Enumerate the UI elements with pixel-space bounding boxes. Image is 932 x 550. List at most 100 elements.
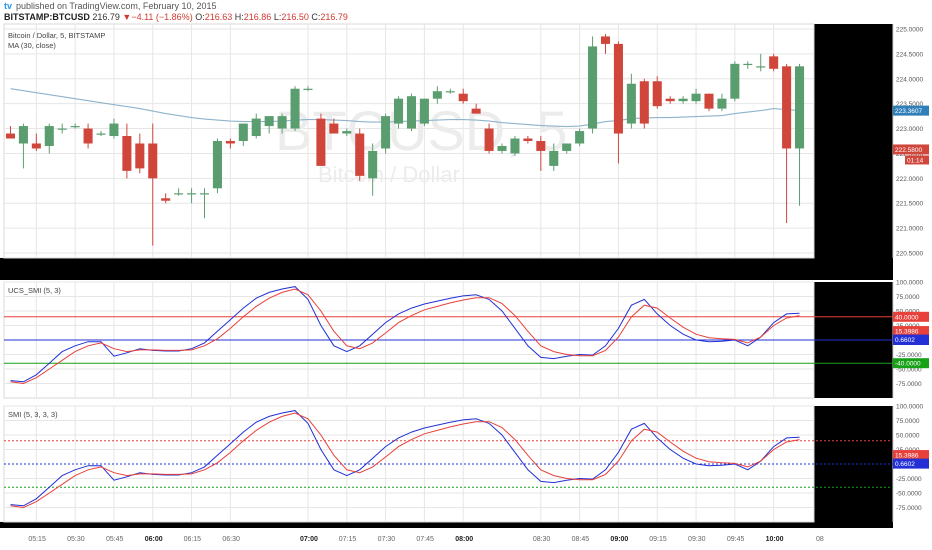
high-label: H: bbox=[234, 12, 244, 22]
change-arrow-icon: ▼ bbox=[122, 12, 132, 22]
candle-body bbox=[691, 93, 701, 102]
value-tag-bg bbox=[893, 450, 929, 461]
candle-body bbox=[730, 63, 740, 99]
open-value: 216.63 bbox=[204, 12, 233, 22]
x-tick-label: 08:30 bbox=[533, 536, 551, 543]
candle-body bbox=[212, 141, 222, 189]
candle-body bbox=[549, 150, 559, 166]
candle-body bbox=[613, 43, 623, 134]
value-tag: 15.3986 bbox=[895, 453, 919, 460]
y-tick-label: 100.0000 bbox=[896, 404, 923, 411]
candle-body bbox=[471, 108, 481, 114]
candle-body bbox=[290, 88, 300, 129]
candle-body bbox=[523, 138, 533, 141]
y-tick-label: 224.5000 bbox=[896, 51, 923, 58]
candle-body bbox=[199, 193, 210, 195]
candle-body bbox=[756, 66, 766, 68]
candle-body bbox=[769, 56, 779, 69]
y-tick-label: -50.0000 bbox=[896, 491, 922, 498]
x-tick-label: 06:15 bbox=[184, 536, 202, 543]
candle-body bbox=[96, 133, 106, 135]
value-tag-bg bbox=[893, 326, 929, 337]
y-tick-label: -50.0000 bbox=[896, 367, 922, 374]
y-tick-label: -75.0000 bbox=[896, 505, 922, 512]
candle-body bbox=[678, 98, 688, 102]
candle-body bbox=[406, 96, 416, 129]
candle-body bbox=[355, 133, 365, 176]
candle-body bbox=[277, 116, 287, 129]
value-tag: 0.6602 bbox=[895, 461, 915, 468]
x-tick-label: 09:15 bbox=[649, 536, 667, 543]
y-tick-label: 50.0000 bbox=[896, 433, 920, 440]
x-tick-label: 09:45 bbox=[727, 536, 745, 543]
x-tick-label: 09:00 bbox=[610, 536, 628, 543]
candle-body bbox=[161, 198, 171, 201]
x-tick-label: 06:00 bbox=[145, 536, 163, 543]
candle-body bbox=[652, 81, 662, 107]
ma-price-tag-bg bbox=[893, 105, 929, 116]
x-tick-label: 09:30 bbox=[688, 536, 706, 543]
candle-body bbox=[264, 116, 274, 127]
level-tag: -40.0000 bbox=[895, 361, 921, 368]
candle-body bbox=[31, 143, 41, 149]
level-tag: 40.0000 bbox=[895, 314, 919, 321]
candle-body bbox=[717, 98, 727, 109]
candle-body bbox=[795, 66, 805, 149]
candle-body bbox=[419, 98, 429, 124]
candle-body bbox=[342, 131, 352, 134]
y-tick-label: -25.0000 bbox=[896, 476, 922, 483]
candle-body bbox=[225, 141, 235, 144]
y-tick-label: 100.0000 bbox=[896, 280, 923, 287]
osc-series-red bbox=[10, 412, 800, 509]
osc-series-blue bbox=[10, 286, 800, 383]
y-tick-label: 75.0000 bbox=[896, 418, 920, 425]
candle-body bbox=[316, 118, 326, 166]
change-value: −4.11 (−1.86%) bbox=[131, 12, 193, 22]
candle-body bbox=[135, 143, 145, 169]
symbol-label: BITSTAMP:BTCUSD bbox=[4, 12, 90, 22]
x-tick-label: 07:45 bbox=[416, 536, 434, 543]
y-tick-label: 221.0000 bbox=[896, 226, 923, 233]
main-legend-title: Bitcoin / Dollar, 5, BITSTAMP bbox=[8, 31, 105, 40]
candle-body bbox=[57, 128, 67, 130]
candle-body bbox=[588, 46, 598, 129]
candle-body bbox=[484, 128, 494, 151]
tradingview-logo: tv bbox=[4, 1, 13, 11]
last-price-tag-bg bbox=[893, 144, 929, 155]
x-tick-label: 07:00 bbox=[300, 536, 318, 543]
chart-header: tv published on TradingView.com, February… bbox=[0, 0, 932, 24]
y-tick-label: 221.5000 bbox=[896, 201, 923, 208]
candle-body bbox=[109, 123, 119, 137]
candle-body bbox=[445, 91, 455, 93]
candle-body bbox=[329, 123, 339, 134]
candle-body bbox=[704, 93, 714, 109]
osc-series-blue bbox=[10, 410, 800, 507]
level-tag-bg bbox=[893, 358, 929, 369]
candle-body bbox=[303, 88, 313, 90]
high-value: 216.86 bbox=[243, 12, 272, 22]
candle-body bbox=[44, 126, 54, 146]
open-label: O: bbox=[195, 12, 205, 22]
candle-body bbox=[238, 123, 248, 141]
value-tag: 0.6602 bbox=[895, 337, 915, 344]
countdown-bg bbox=[905, 155, 929, 165]
level-tag-bg bbox=[893, 311, 929, 322]
value-tag-bg bbox=[893, 458, 929, 469]
candle-body bbox=[5, 133, 15, 139]
ma-line bbox=[10, 88, 800, 128]
bottom-bar bbox=[0, 522, 893, 528]
close-value: 216.79 bbox=[320, 12, 348, 22]
candle-body bbox=[432, 91, 442, 99]
x-tick-label: 07:15 bbox=[339, 536, 357, 543]
x-tick-label: 05:30 bbox=[67, 536, 85, 543]
candle-body bbox=[510, 138, 520, 154]
value-tag: 15.3986 bbox=[895, 329, 919, 336]
black-region-main bbox=[814, 24, 893, 258]
countdown-label: 01:14 bbox=[907, 157, 924, 164]
candle-body bbox=[536, 141, 546, 151]
x-tick-last: 08 bbox=[816, 536, 824, 543]
candle-body bbox=[562, 143, 572, 151]
y-tick-label: 75.0000 bbox=[896, 294, 920, 301]
x-tick-label: 08:00 bbox=[455, 536, 473, 543]
